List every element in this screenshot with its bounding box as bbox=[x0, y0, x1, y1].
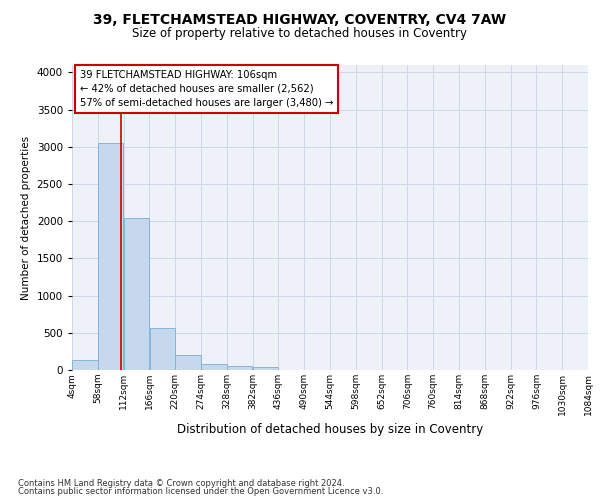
Text: Size of property relative to detached houses in Coventry: Size of property relative to detached ho… bbox=[133, 28, 467, 40]
Bar bbox=[175, 356, 201, 370]
Text: 39, FLETCHAMSTEAD HIGHWAY, COVENTRY, CV4 7AW: 39, FLETCHAMSTEAD HIGHWAY, COVENTRY, CV4… bbox=[94, 12, 506, 26]
Bar bbox=[227, 366, 253, 370]
Text: Contains HM Land Registry data © Crown copyright and database right 2024.: Contains HM Land Registry data © Crown c… bbox=[18, 478, 344, 488]
Bar bbox=[98, 143, 124, 370]
Text: 39 FLETCHAMSTEAD HIGHWAY: 106sqm
← 42% of detached houses are smaller (2,562)
57: 39 FLETCHAMSTEAD HIGHWAY: 106sqm ← 42% o… bbox=[80, 70, 333, 108]
Y-axis label: Number of detached properties: Number of detached properties bbox=[21, 136, 31, 300]
Bar bbox=[72, 360, 98, 370]
Bar bbox=[124, 218, 149, 370]
X-axis label: Distribution of detached houses by size in Coventry: Distribution of detached houses by size … bbox=[177, 423, 483, 436]
Bar bbox=[253, 366, 278, 370]
Bar bbox=[149, 328, 175, 370]
Text: Contains public sector information licensed under the Open Government Licence v3: Contains public sector information licen… bbox=[18, 487, 383, 496]
Bar bbox=[201, 364, 227, 370]
